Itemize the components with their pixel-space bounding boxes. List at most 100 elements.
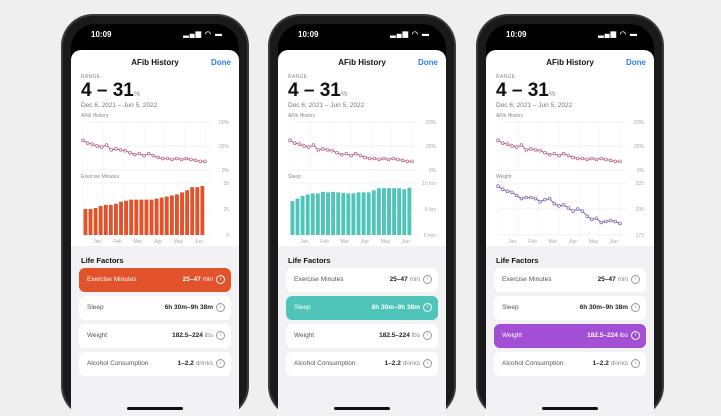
done-button[interactable]: Done <box>418 58 438 67</box>
data-point <box>618 221 622 226</box>
bar <box>331 191 336 235</box>
info-icon[interactable]: i <box>423 303 432 312</box>
data-point <box>349 153 353 158</box>
data-point <box>109 148 113 152</box>
life-factor-row[interactable]: Sleep 6h 30m–9h 38m i <box>494 296 646 320</box>
data-point <box>344 151 349 156</box>
life-factors-title: Life Factors <box>288 256 331 265</box>
data-point <box>95 144 99 148</box>
bar <box>351 193 356 235</box>
life-factor-row[interactable]: Sleep 6h 30m–9h 38m i <box>79 296 231 320</box>
factor-range: 1–2.2 <box>592 360 609 367</box>
data-point <box>524 148 528 152</box>
info-icon[interactable]: i <box>631 359 640 368</box>
bar <box>341 192 346 235</box>
data-point <box>529 147 533 151</box>
info-icon[interactable]: i <box>423 359 432 368</box>
info-icon[interactable]: i <box>423 331 432 340</box>
life-factor-chart: 50 25 0 Jan Feb Mar Apr May Jun <box>82 181 229 245</box>
data-point <box>156 155 160 160</box>
tick-label: 10 hrs <box>422 181 436 187</box>
factor-value: 1–2.2 drinks <box>178 360 213 367</box>
data-point <box>128 150 132 155</box>
life-factor-row[interactable]: Exercise Minutes 25–47 min i <box>494 268 646 292</box>
factor-name: Exercise Minutes <box>87 276 137 283</box>
bar <box>119 201 123 235</box>
data-point <box>386 157 391 162</box>
data-point <box>538 149 542 153</box>
data-point <box>543 150 547 155</box>
tick-label: 25% <box>634 144 645 150</box>
data-point <box>552 151 557 156</box>
bar <box>305 194 310 235</box>
bar <box>321 191 325 235</box>
factor-unit: drinks <box>610 360 628 367</box>
info-icon[interactable]: i <box>423 275 432 284</box>
bar <box>88 209 93 235</box>
life-factor-row[interactable]: Weight 182.5–224 lbs i <box>79 324 231 348</box>
data-point <box>500 141 505 145</box>
bar <box>98 205 103 235</box>
tick-label: 50 <box>223 181 229 187</box>
date-range: Dec 6, 2021 – Jun 5, 2022 <box>496 102 573 109</box>
month-label: Apr <box>154 239 162 245</box>
data-point <box>405 159 410 164</box>
data-point <box>519 196 524 201</box>
data-point <box>510 190 514 195</box>
bar <box>290 201 295 235</box>
tick-label: 50% <box>426 120 437 126</box>
info-icon[interactable]: i <box>216 359 225 368</box>
tick-label: 25% <box>219 144 230 150</box>
data-point <box>132 152 137 157</box>
tick-label: 0 <box>226 233 229 239</box>
life-factor-row[interactable]: Weight 182.5–224 lbs i <box>494 324 646 348</box>
data-point <box>496 184 500 188</box>
data-point <box>552 202 557 206</box>
data-point <box>571 209 575 213</box>
tick-label: 25 <box>223 207 229 213</box>
life-factor-row[interactable]: Alcohol Consumption 1–2.2 drinks i <box>79 352 231 376</box>
life-factor-row[interactable]: Alcohol Consumption 1–2.2 drinks i <box>286 352 438 376</box>
info-icon[interactable]: i <box>631 303 640 312</box>
factor-value: 6h 30m–9h 38m <box>165 304 213 311</box>
data-point <box>594 216 599 221</box>
data-point <box>500 187 505 191</box>
tick-label: 175 <box>636 233 645 239</box>
life-factor-row[interactable]: Exercise Minutes 25–47 min i <box>286 268 438 292</box>
factor-range: 25–47 <box>182 276 201 283</box>
afib-chart: 50% 25% 0% <box>288 120 437 174</box>
bar <box>134 199 139 235</box>
info-icon[interactable]: i <box>631 275 640 284</box>
info-icon[interactable]: i <box>216 275 225 284</box>
data-point <box>618 159 622 164</box>
range-unit: % <box>548 91 556 98</box>
factor-unit: drinks <box>195 360 213 367</box>
bar <box>169 195 174 235</box>
data-point <box>576 207 580 211</box>
life-factor-row[interactable]: Weight 182.5–224 lbs i <box>286 324 438 348</box>
life-factor-row[interactable]: Exercise Minutes 25–47 min i <box>79 268 231 292</box>
status-time: 10:09 <box>298 30 319 39</box>
range-label: RANGE <box>288 74 308 80</box>
life-factors-title: Life Factors <box>496 256 539 265</box>
done-button[interactable]: Done <box>211 58 231 67</box>
data-point <box>561 203 566 207</box>
info-icon[interactable]: i <box>216 303 225 312</box>
done-button[interactable]: Done <box>626 58 646 67</box>
range-number: 4 – 31 <box>81 80 134 101</box>
afib-history-sheet: AFib History Done RANGE 4 – 31% Dec 6, 2021 … <box>486 50 654 416</box>
data-point <box>146 151 151 156</box>
data-point <box>613 159 618 164</box>
life-factor-row[interactable]: Sleep 6h 30m–9h 38m i <box>286 296 438 320</box>
afib-history-sheet: AFib History Done RANGE 4 – 31% Dec 6, 2021 … <box>71 50 239 416</box>
data-point <box>608 218 613 223</box>
bar <box>180 192 184 235</box>
info-icon[interactable]: i <box>631 331 640 340</box>
data-point <box>510 144 514 148</box>
factor-unit: min <box>202 276 213 283</box>
info-icon[interactable]: i <box>216 331 225 340</box>
life-factor-row[interactable]: Alcohol Consumption 1–2.2 drinks i <box>494 352 646 376</box>
data-point <box>590 217 594 222</box>
month-label: Jun <box>402 239 410 245</box>
data-point <box>297 142 302 146</box>
